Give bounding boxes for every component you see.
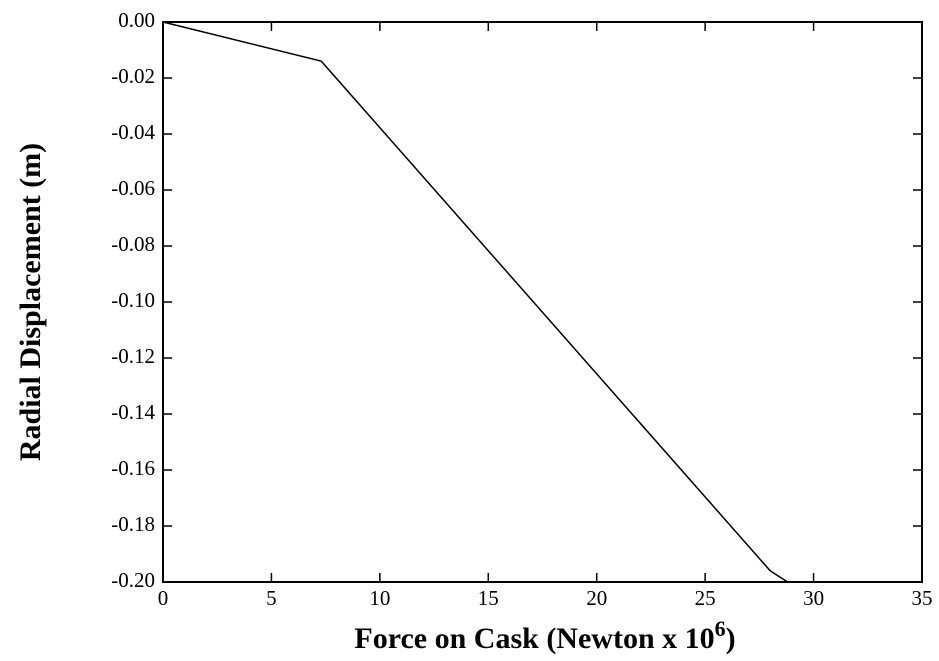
y-tick-label: -0.04: [111, 120, 155, 144]
y-tick-label: -0.20: [111, 568, 155, 592]
x-tick-label: 35: [912, 586, 933, 610]
y-tick-label: -0.14: [111, 400, 155, 424]
x-label-superscript: 6: [715, 616, 726, 641]
data-line: [162, 21, 788, 583]
x-tick-label: 20: [586, 586, 607, 610]
y-tick-label: 0.00: [118, 8, 155, 32]
x-label-text: Force on Cask (Newton x 10: [354, 622, 714, 655]
y-tick-label: -0.08: [111, 232, 155, 256]
y-tick-label: -0.18: [111, 512, 155, 536]
y-axis-label: Radial Displacement (m): [14, 143, 47, 461]
x-axis-label: Force on Cask (Newton x 106): [354, 616, 735, 655]
x-tick-label: 10: [369, 586, 390, 610]
x-tick-label: 15: [478, 586, 499, 610]
plot-frame: [162, 21, 923, 583]
y-tick-label: -0.10: [111, 288, 155, 312]
x-tick-label: 0: [158, 586, 169, 610]
y-tick-label: -0.16: [111, 456, 155, 480]
y-tick-label: -0.12: [111, 344, 155, 368]
x-tick-label: 30: [803, 586, 824, 610]
y-tick-label: -0.06: [111, 176, 155, 200]
x-tick-label: 5: [266, 586, 277, 610]
x-tick-label: 25: [695, 586, 716, 610]
x-label-suffix: ): [726, 622, 736, 655]
y-tick-label: -0.02: [111, 64, 155, 88]
